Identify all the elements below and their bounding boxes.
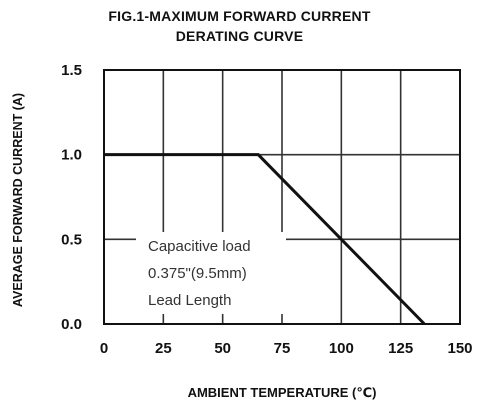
x-tick-label: 125 xyxy=(388,340,413,357)
annotation-line: Lead Length xyxy=(148,292,231,309)
y-tick-label: 1.5 xyxy=(61,62,82,79)
x-tick-label: 150 xyxy=(447,340,472,357)
annotation-line: 0.375"(9.5mm) xyxy=(148,265,247,282)
y-axis-label: AVERAGE FORWARD CURRENT (A) xyxy=(11,93,25,307)
x-tick-label: 100 xyxy=(329,340,354,357)
annotation-line: Capacitive load xyxy=(148,238,251,255)
x-tick-label: 75 xyxy=(274,340,291,357)
y-tick-label: 0.0 xyxy=(61,316,82,333)
y-tick-label: 0.5 xyxy=(61,231,82,248)
y-tick-label: 1.0 xyxy=(61,147,82,164)
annotation-background xyxy=(136,232,286,314)
annotation: Capacitive load 0.375"(9.5mm) Lead Length xyxy=(136,232,286,314)
x-tick-label: 25 xyxy=(155,340,172,357)
series-layer xyxy=(104,153,426,326)
chart-title-line-1: FIG.1-MAXIMUM FORWARD CURRENT xyxy=(108,8,371,24)
derating-curve-line xyxy=(104,153,426,326)
x-axis-label: AMBIENT TEMPERATURE (℃) xyxy=(188,385,377,400)
chart-title-line-2: DERATING CURVE xyxy=(175,28,304,44)
x-tick-label: 50 xyxy=(214,340,231,357)
plot-area-border xyxy=(103,69,461,325)
x-tick-label: 0 xyxy=(100,340,108,357)
tick-labels: 0 25 50 75 100 125 150 0.0 0.5 1.0 1.5 xyxy=(61,62,472,357)
